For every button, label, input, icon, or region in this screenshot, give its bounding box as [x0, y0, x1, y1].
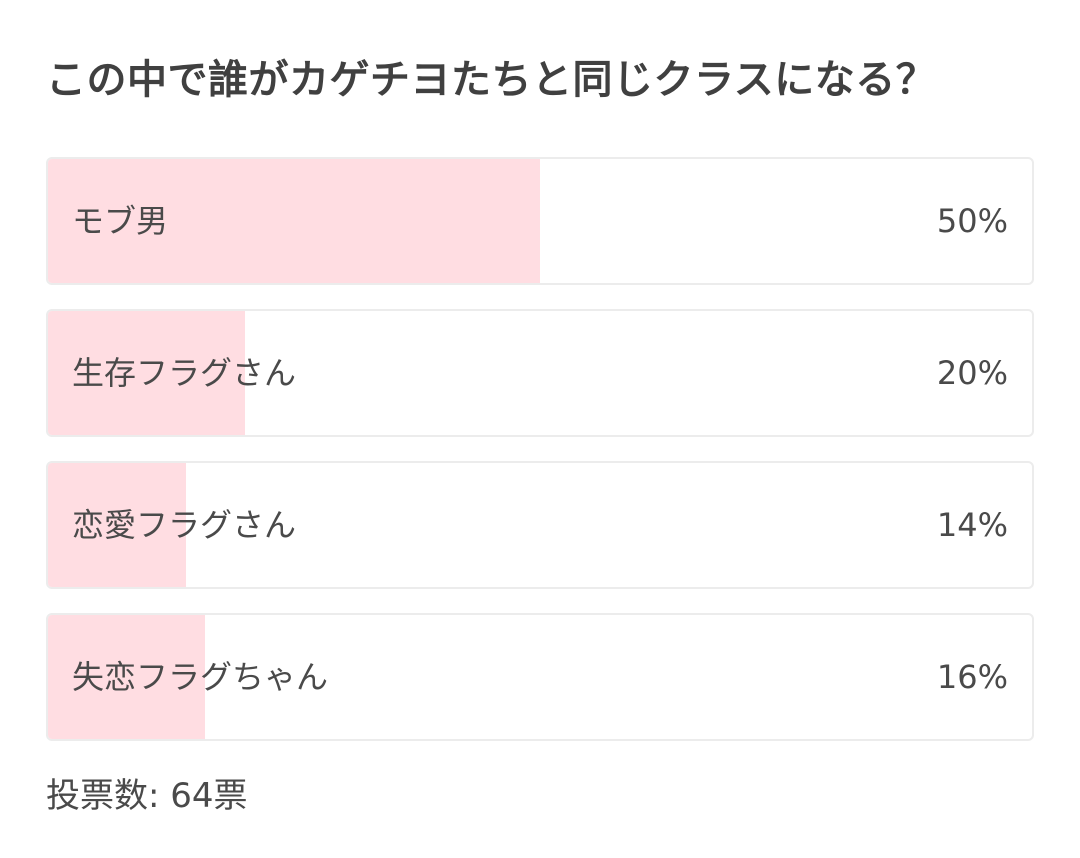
- poll-option-fill: [48, 463, 186, 587]
- poll-option-label: 生存フラグさん: [72, 354, 297, 392]
- poll-option-label: 恋愛フラグさん: [72, 506, 297, 544]
- poll-option-fill: [48, 615, 206, 739]
- poll-option[interactable]: モブ男 50%: [46, 157, 1034, 285]
- vote-total: 投票数: 64票: [46, 776, 248, 816]
- poll-option-label: 失恋フラグちゃん: [72, 658, 329, 696]
- poll-option-fill: [48, 159, 540, 283]
- poll-option-percent: 16%: [936, 658, 1008, 696]
- poll-options: モブ男 50% 生存フラグさん 20% 恋愛フラグさん 14% 失恋フラグちゃん…: [46, 157, 1034, 765]
- poll-option-percent: 50%: [936, 202, 1008, 240]
- poll-title: この中で誰がカゲチヨたちと同じクラスになる？: [46, 57, 937, 103]
- poll-option[interactable]: 恋愛フラグさん 14%: [46, 461, 1034, 589]
- poll-option-percent: 14%: [936, 506, 1008, 544]
- poll-option-percent: 20%: [936, 354, 1008, 392]
- poll-option[interactable]: 生存フラグさん 20%: [46, 309, 1034, 437]
- poll-option-label: モブ男: [72, 202, 169, 240]
- poll-option[interactable]: 失恋フラグちゃん 16%: [46, 613, 1034, 741]
- poll-option-fill: [48, 311, 245, 435]
